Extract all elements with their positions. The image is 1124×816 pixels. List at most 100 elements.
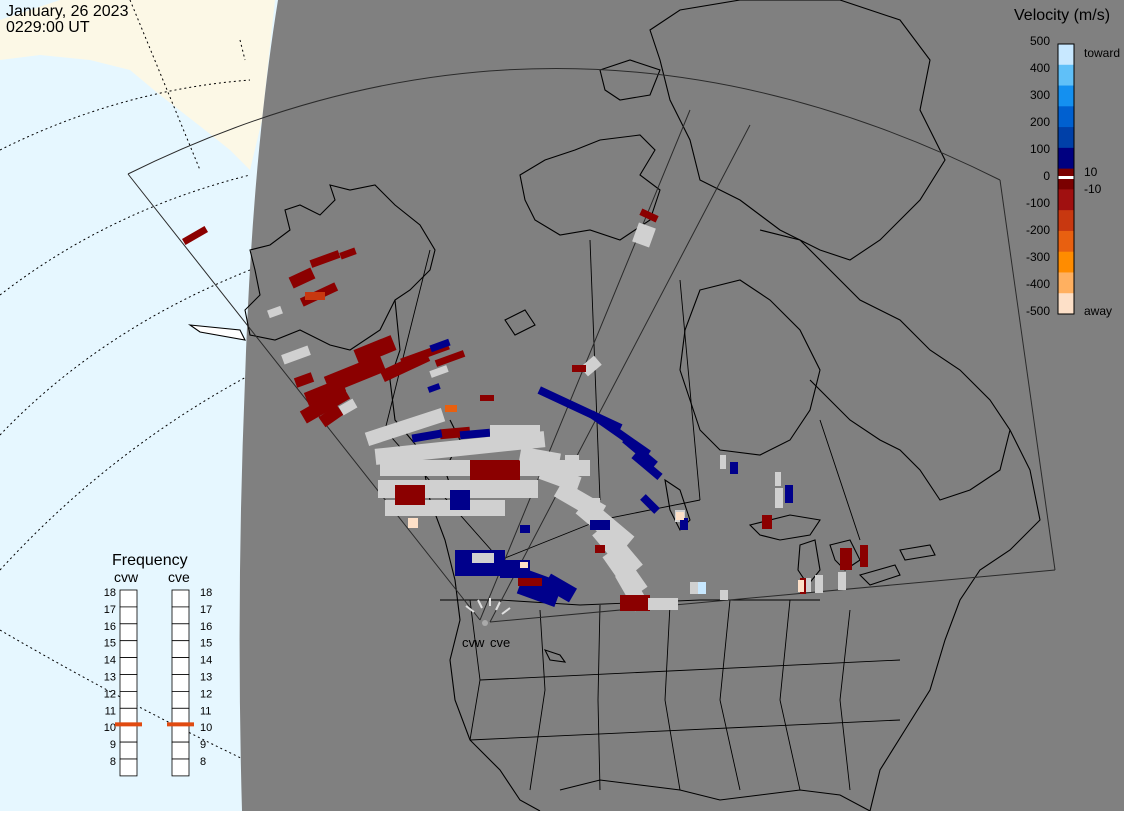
velocity-cell-gs bbox=[364, 407, 446, 447]
velocity-cell-gs bbox=[720, 455, 726, 469]
legend-tick--500: -500 bbox=[1026, 304, 1050, 318]
velocity-cell-gs bbox=[374, 431, 546, 465]
frequency-cell bbox=[171, 741, 190, 760]
legend-tick-400: 400 bbox=[1030, 61, 1050, 75]
velocity-cell-gs bbox=[565, 455, 579, 465]
frequency-title: Frequency bbox=[112, 552, 188, 569]
frequency-level-label: 9 bbox=[200, 739, 206, 751]
velocity-cell-gs bbox=[838, 572, 846, 590]
political-borders bbox=[384, 239, 901, 791]
frequency-cell bbox=[119, 640, 138, 659]
velocity-cell-gs bbox=[632, 222, 656, 248]
legend-color-segment bbox=[1058, 85, 1074, 107]
radar-site-marker bbox=[482, 620, 488, 626]
velocity-cell-away bbox=[434, 350, 466, 367]
frequency-cell bbox=[171, 657, 190, 675]
velocity-cell-accent bbox=[445, 405, 457, 412]
velocity-cell-away bbox=[339, 247, 357, 260]
frequency-level-label: 16 bbox=[200, 621, 212, 633]
frequency-radar-cve: cve bbox=[168, 569, 190, 585]
velocity-cell-away bbox=[318, 404, 344, 428]
velocity-cell-toward bbox=[631, 452, 663, 480]
frequency-cell bbox=[119, 623, 138, 642]
legend-colorbar-frame bbox=[1057, 43, 1075, 315]
frequency-level-label: 9 bbox=[110, 739, 116, 751]
frequency-cell bbox=[171, 758, 190, 777]
legend-colorbar bbox=[1057, 43, 1075, 315]
frequency-level-label: 12 bbox=[104, 688, 116, 700]
frequency-cell bbox=[171, 724, 190, 743]
time-label: 0229:00 UT bbox=[6, 19, 90, 36]
velocity-cell-away bbox=[353, 335, 397, 365]
legend-pos-threshold: 10 bbox=[1084, 165, 1098, 179]
velocity-cell-toward bbox=[680, 518, 688, 530]
radar-site-fan bbox=[465, 598, 511, 615]
legend-color-segment bbox=[1058, 251, 1074, 273]
legend-color-segment bbox=[1058, 168, 1074, 190]
velocity-cell-toward bbox=[640, 494, 660, 514]
velocity-cell-away bbox=[395, 485, 425, 505]
frequency-level-label: 10 bbox=[200, 722, 212, 734]
frequency-cell bbox=[119, 691, 138, 709]
frequency-level-label: 15 bbox=[200, 638, 212, 650]
legend-color-segment bbox=[1058, 127, 1074, 149]
velocity-cell-gs bbox=[775, 488, 783, 508]
frequency-level-label: 17 bbox=[200, 604, 212, 616]
velocity-cell-gs bbox=[472, 553, 494, 563]
velocity-cell-gs bbox=[580, 498, 600, 508]
legend-toward-label: toward bbox=[1084, 46, 1120, 60]
velocity-cell-away bbox=[620, 595, 650, 611]
velocity-cell-toward bbox=[590, 520, 610, 530]
legend-tick--400: -400 bbox=[1026, 277, 1050, 291]
legend-zero-band bbox=[1058, 176, 1074, 179]
frequency-level-label: 14 bbox=[104, 655, 116, 667]
frequency-cell bbox=[119, 724, 138, 743]
legend-tick--100: -100 bbox=[1026, 196, 1050, 210]
velocity-cell-toward bbox=[411, 429, 443, 443]
frequency-level-label: 13 bbox=[104, 672, 116, 684]
frequency-cell bbox=[171, 623, 190, 642]
velocity-cell-gs bbox=[281, 345, 311, 365]
velocity-cell-toward bbox=[543, 573, 577, 603]
velocity-cell-toward bbox=[459, 428, 491, 440]
legend-tick-500: 500 bbox=[1030, 34, 1050, 48]
lat-lon-grid bbox=[0, 0, 251, 761]
velocity-cell-away bbox=[518, 578, 542, 586]
frequency-cell bbox=[119, 741, 138, 760]
site-label-cve: cve bbox=[490, 635, 510, 650]
velocity-cell-toward bbox=[429, 338, 451, 353]
frequency-cell bbox=[171, 674, 190, 692]
frequency-cell bbox=[119, 589, 138, 608]
velocity-cell-toward bbox=[622, 436, 658, 468]
frequency-level-label: 16 bbox=[104, 621, 116, 633]
legend-neg-threshold: -10 bbox=[1084, 182, 1102, 196]
legend-tick-300: 300 bbox=[1030, 88, 1050, 102]
frequency-level-label: 8 bbox=[200, 756, 206, 768]
legend-color-segment bbox=[1058, 293, 1074, 315]
velocity-cell-away bbox=[572, 365, 586, 372]
night-earth bbox=[239, 0, 1124, 811]
velocity-cell-gs bbox=[775, 472, 781, 486]
legend-color-segment bbox=[1058, 44, 1074, 66]
legend-tick-0: 0 bbox=[1043, 169, 1050, 183]
velocity-cell-away bbox=[181, 225, 209, 246]
site-label-cvw: cvw bbox=[462, 635, 485, 650]
velocity-cell-gs bbox=[429, 365, 449, 378]
velocity-cell-away bbox=[309, 250, 341, 268]
legend-tick--300: -300 bbox=[1026, 250, 1050, 264]
daylight-land bbox=[0, 0, 275, 170]
velocity-cell-away bbox=[860, 545, 868, 567]
velocity-cell-gs bbox=[490, 425, 540, 439]
frequency-level-label: 12 bbox=[200, 688, 212, 700]
frequency-panel: Frequency cvw cve 1817161514131211109818… bbox=[104, 552, 212, 777]
frequency-level-label: 11 bbox=[105, 705, 116, 717]
velocity-cell-gs bbox=[648, 598, 678, 610]
frequency-cell bbox=[119, 674, 138, 692]
velocity-cell-away bbox=[840, 548, 852, 570]
velocity-cell-away bbox=[288, 267, 316, 289]
frequency-level-label: 13 bbox=[200, 672, 212, 684]
velocity-cell-away bbox=[293, 372, 315, 388]
velocity-cell-gs bbox=[338, 398, 358, 416]
velocity-scatter bbox=[181, 208, 868, 612]
velocity-cell-away bbox=[639, 208, 659, 223]
